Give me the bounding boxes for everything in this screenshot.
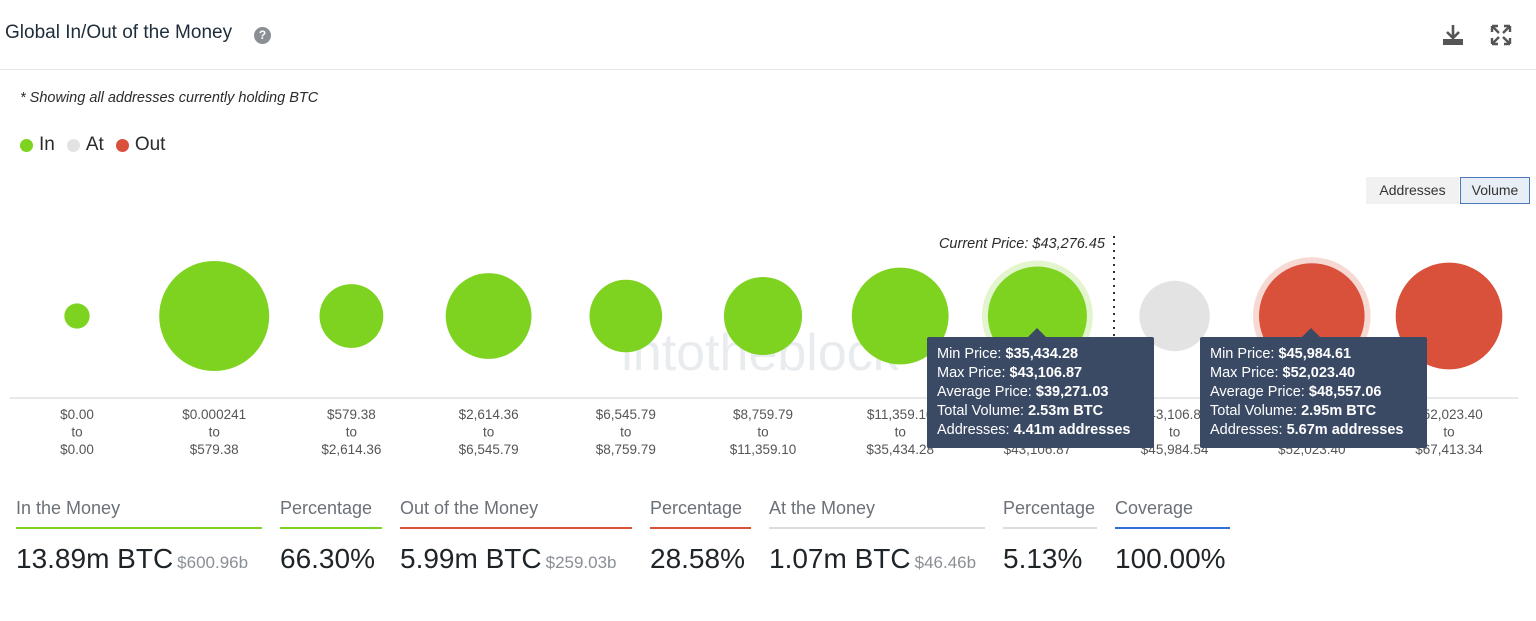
tooltip-bucket-8: Min Price: $35,434.28 Max Price: $43,106… bbox=[927, 328, 1154, 448]
bubble-2[interactable] bbox=[159, 261, 270, 371]
stat-sub-value: $46.46b bbox=[914, 553, 977, 572]
stat-sub-value: $600.96b bbox=[177, 553, 249, 572]
tooltip-avg-row: Average Price: $48,557.06 bbox=[1210, 384, 1382, 400]
bubble-7[interactable] bbox=[851, 267, 949, 365]
stat-coverage: Coverage 100.00% bbox=[1115, 498, 1230, 575]
x-tick-label-9: $43,106.87 to $45,984.54 bbox=[1141, 407, 1209, 457]
legend-dot-out bbox=[115, 138, 129, 152]
stat-label: In the Money bbox=[16, 498, 262, 529]
tooltip-addresses-row: Addresses: 4.41m addresses bbox=[937, 422, 1131, 438]
legend-item-out[interactable]: Out bbox=[115, 134, 166, 156]
expand-icon[interactable] bbox=[1488, 22, 1514, 48]
stat-at-percentage: Percentage 5.13% bbox=[1003, 498, 1097, 575]
stat-label: Out of the Money bbox=[400, 498, 632, 529]
stat-label: At the Money bbox=[769, 498, 985, 529]
tooltip-addresses-row: Addresses: 5.67m addresses bbox=[1210, 422, 1404, 438]
stat-value: 66.30% bbox=[280, 543, 375, 574]
bubble-4[interactable] bbox=[445, 273, 532, 359]
tooltip-min-row: Min Price: $35,434.28 bbox=[937, 346, 1079, 362]
bubble-5[interactable] bbox=[589, 279, 663, 353]
bubble-3[interactable] bbox=[319, 284, 384, 348]
chart-legend: In At Out bbox=[20, 134, 177, 156]
tooltip-bucket-10: Min Price: $45,984.61 Max Price: $52,023… bbox=[1200, 328, 1427, 448]
stat-label: Percentage bbox=[280, 498, 382, 529]
stat-value: 13.89m BTC $600.96b bbox=[16, 543, 249, 574]
stat-value: 5.13% bbox=[1003, 543, 1083, 574]
x-tick-label-1: $0.00 to $0.00 bbox=[60, 407, 94, 457]
legend-item-in[interactable]: In bbox=[20, 134, 55, 156]
legend-dot-in bbox=[20, 138, 33, 152]
bubble-1[interactable] bbox=[64, 303, 90, 329]
stat-sub-value: $259.03b bbox=[545, 553, 617, 572]
stat-out-percentage: Percentage 28.58% bbox=[650, 498, 751, 575]
x-tick-label-4: $2,614.36 to $6,545.79 bbox=[459, 407, 519, 457]
chart-note: * Showing all addresses currently holdin… bbox=[20, 90, 319, 106]
x-tick-label-6: $8,759.79 to $11,359.10 bbox=[730, 407, 797, 457]
tooltip-max-row: Max Price: $52,023.40 bbox=[1210, 365, 1356, 381]
stat-value: 28.58% bbox=[650, 543, 745, 574]
legend-label-in: In bbox=[39, 134, 55, 155]
widget-header: Global In/Out of the Money ? bbox=[0, 0, 1536, 70]
tooltip-volume-row: Total Volume: 2.53m BTC bbox=[937, 403, 1104, 419]
download-icon[interactable] bbox=[1440, 22, 1466, 48]
stat-at-the-money: At the Money 1.07m BTC $46.46b bbox=[769, 498, 985, 575]
stat-value: 100.00% bbox=[1115, 543, 1226, 574]
stat-out-of-the-money: Out of the Money 5.99m BTC $259.03b bbox=[400, 498, 632, 575]
legend-item-at[interactable]: At bbox=[66, 134, 104, 156]
summary-stats: In the Money 13.89m BTC $600.96b Percenta… bbox=[0, 498, 1536, 588]
addresses-toggle-button[interactable]: Addresses bbox=[1366, 177, 1459, 204]
x-tick-label-5: $6,545.79 to $8,759.79 bbox=[596, 407, 656, 457]
bubble-9[interactable] bbox=[1139, 280, 1210, 352]
x-tick-label-3: $579.38 to $2,614.36 bbox=[321, 407, 381, 457]
legend-dot-at bbox=[66, 138, 80, 152]
stat-value: 1.07m BTC $46.46b bbox=[769, 543, 977, 574]
tooltip-arrow bbox=[1028, 328, 1046, 337]
tooltip-arrow bbox=[1302, 328, 1320, 337]
help-icon[interactable]: ? bbox=[254, 27, 271, 44]
x-tick-label-11: $52,023.40 to $67,413.34 bbox=[1415, 407, 1483, 457]
tooltip-max-row: Max Price: $43,106.87 bbox=[937, 365, 1083, 381]
tooltip-volume-row: Total Volume: 2.95m BTC bbox=[1210, 403, 1377, 419]
volume-toggle-button[interactable]: Volume bbox=[1460, 177, 1530, 204]
legend-label-at: At bbox=[85, 134, 104, 155]
tooltip-avg-row: Average Price: $39,271.03 bbox=[937, 384, 1109, 400]
stat-label: Coverage bbox=[1115, 498, 1230, 529]
bubble-6[interactable] bbox=[723, 276, 803, 356]
x-tick-label-7: $11,359.10 to $35,434.28 bbox=[866, 407, 934, 457]
stat-value: 5.99m BTC $259.03b bbox=[400, 543, 617, 574]
x-tick-label-2: $0.000241 to $579.38 bbox=[182, 407, 246, 457]
current-price-label: Current Price: $43,276.45 bbox=[939, 236, 1106, 252]
tooltip-min-row: Min Price: $45,984.61 bbox=[1210, 346, 1352, 362]
legend-label-out: Out bbox=[134, 134, 166, 155]
stat-label: Percentage bbox=[1003, 498, 1097, 529]
stat-label: Percentage bbox=[650, 498, 751, 529]
stat-in-percentage: Percentage 66.30% bbox=[280, 498, 382, 575]
page-title: Global In/Out of the Money bbox=[5, 22, 233, 43]
stat-in-the-money: In the Money 13.89m BTC $600.96b bbox=[16, 498, 262, 575]
